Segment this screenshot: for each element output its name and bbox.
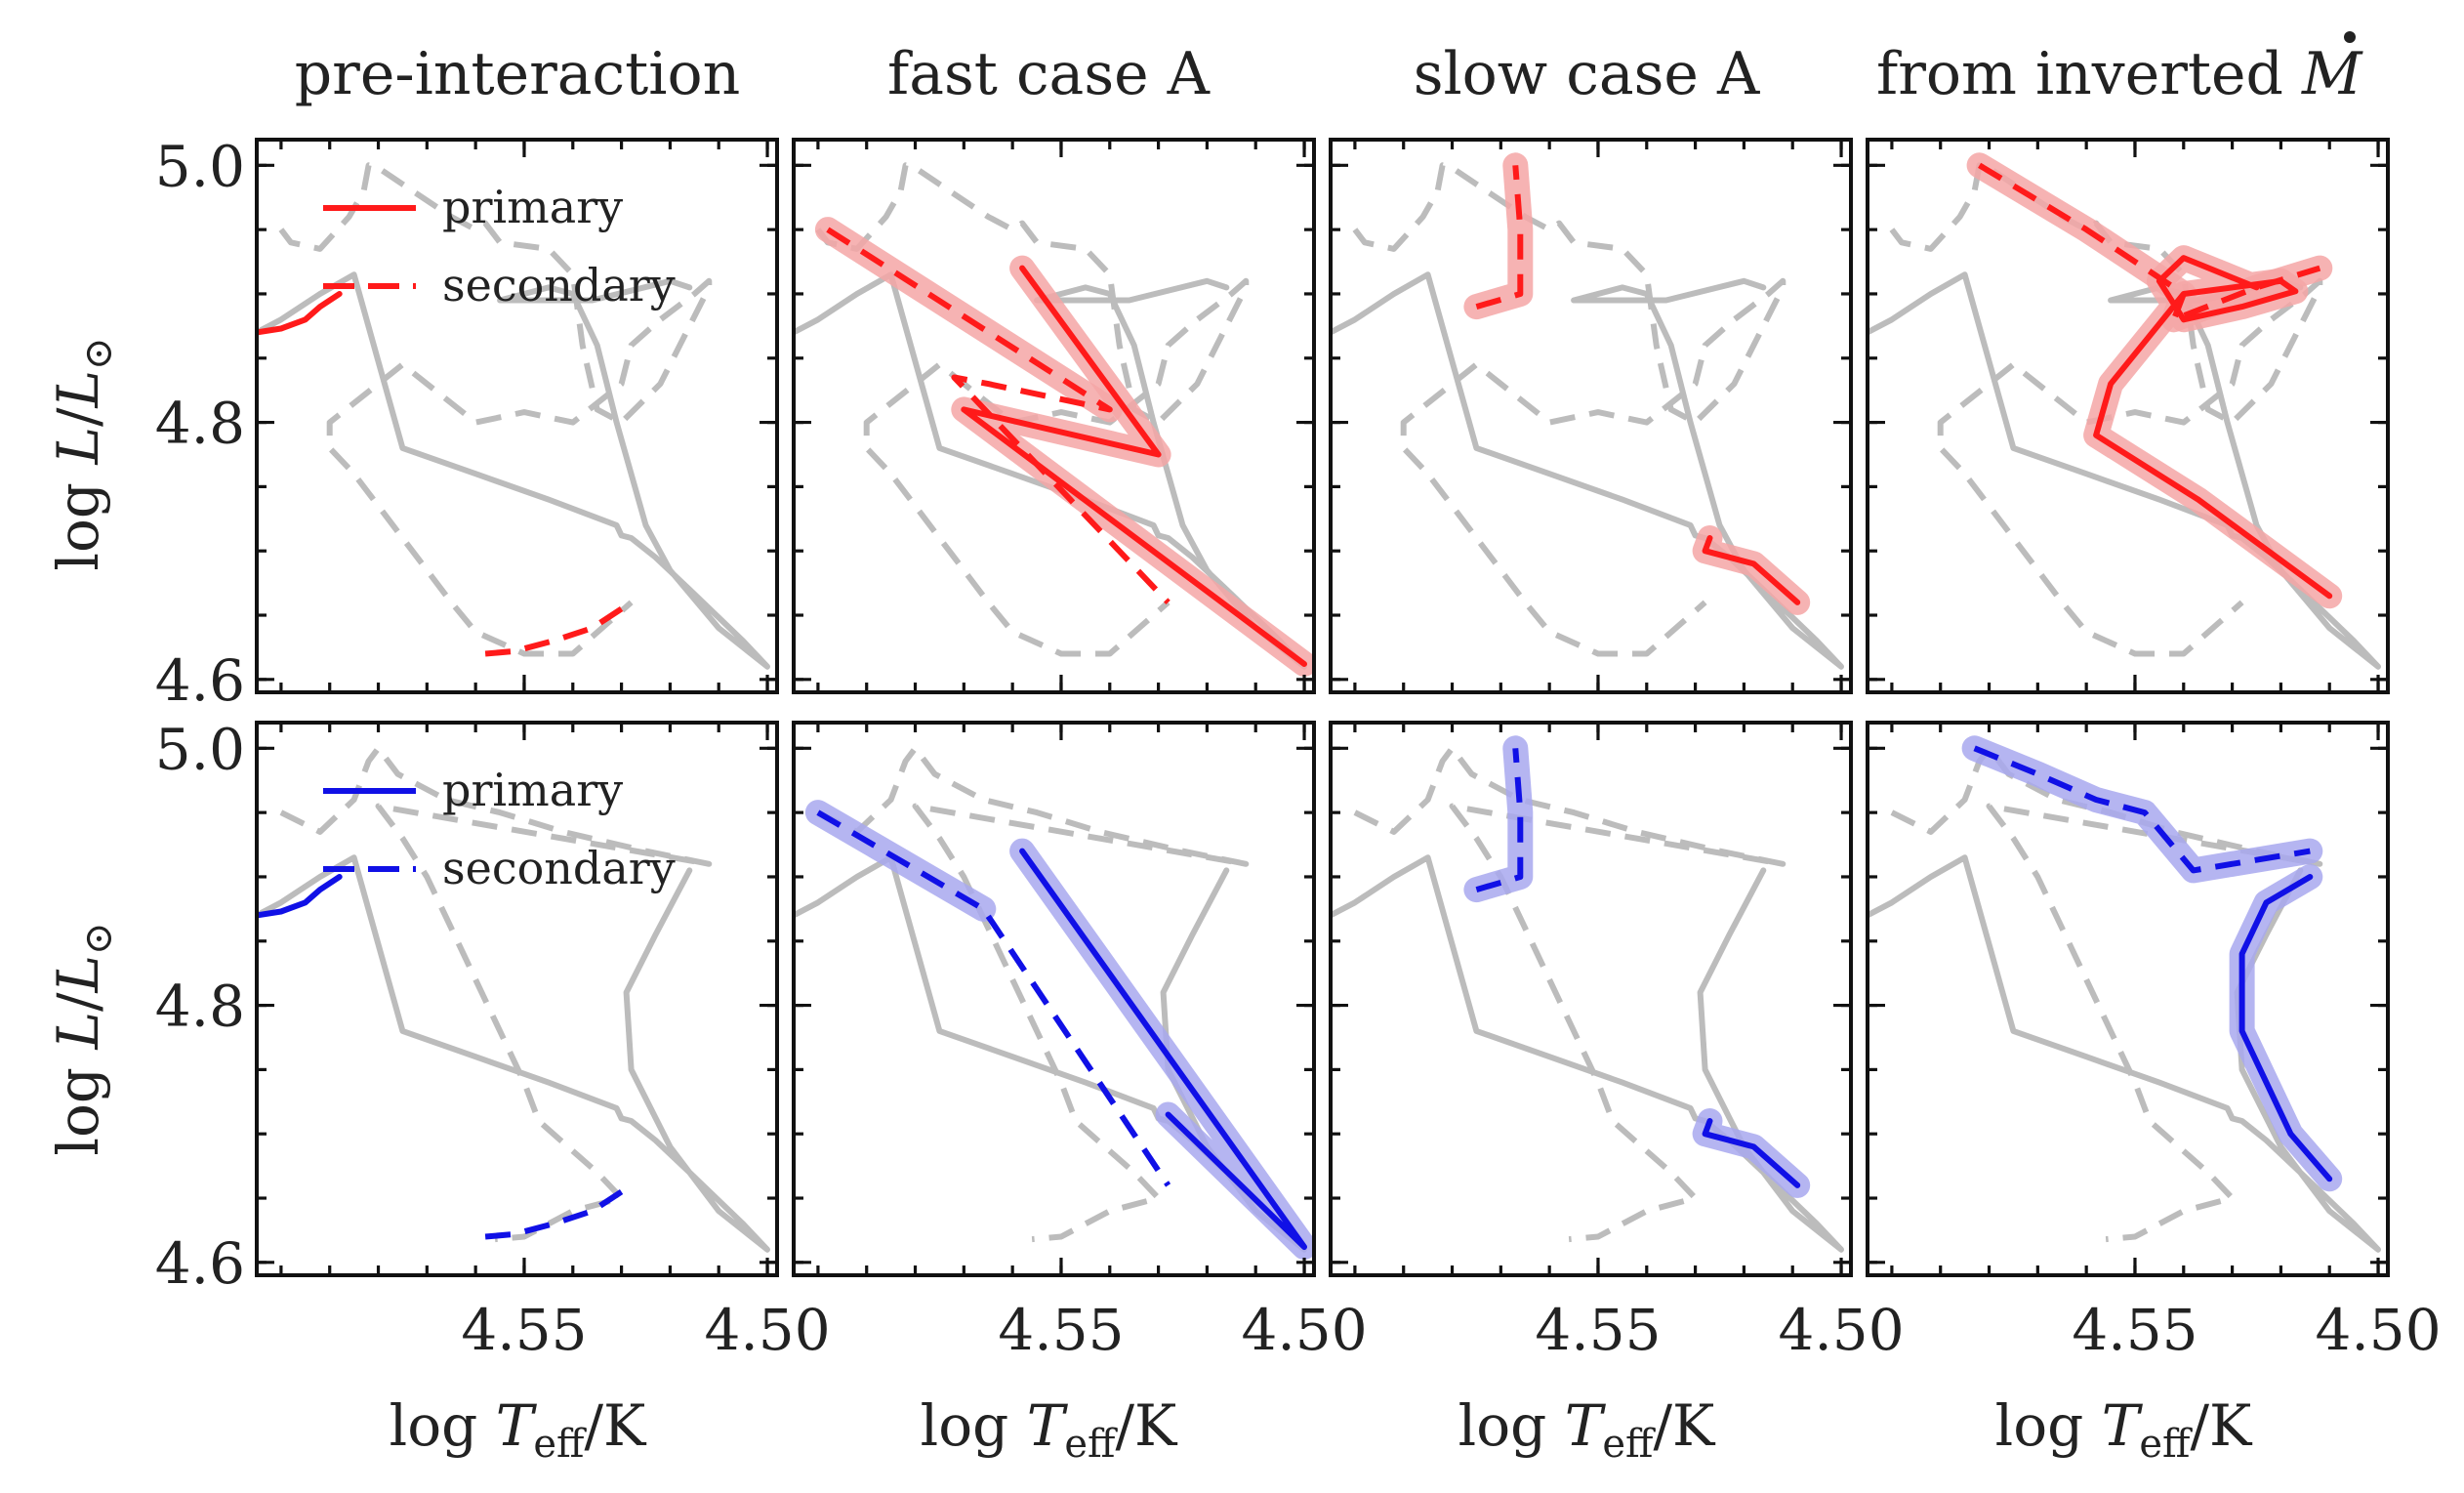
legend-label-primary: primary xyxy=(442,764,623,816)
secondary-track xyxy=(1475,165,1524,310)
x-axis-label-2: log Teff/K xyxy=(921,1392,1178,1467)
panel-frame xyxy=(792,138,1316,694)
background-track-secondary xyxy=(816,745,1250,1243)
secondary-track xyxy=(816,809,1171,1187)
panel-r2-c1: 4.6 4.8 5.0 4.55 4.50 primary secondary xyxy=(155,716,831,1363)
secondary-track xyxy=(1475,748,1524,892)
secondary-track xyxy=(1973,745,2311,874)
panel-r1-c1: 4.6 4.8 5.0 primary secondary xyxy=(155,133,779,714)
panel-r2-c3: 4.55 4.50 xyxy=(1329,721,1905,1363)
panel-frame xyxy=(1866,138,2390,694)
panel-plot-area xyxy=(794,745,1314,1260)
background-track-primary xyxy=(1868,854,2381,1253)
secondary-track xyxy=(484,1182,634,1240)
column-title-2: fast case A xyxy=(887,40,1211,108)
highlight-halo-secondary xyxy=(1463,152,1534,320)
legend-label-secondary: secondary xyxy=(442,259,676,311)
y-axis-label-top: log L/L⊙ xyxy=(45,337,121,570)
x-tick-label: 4.55 xyxy=(2072,1297,2197,1363)
panel-plot-area xyxy=(1331,735,1844,1253)
x-tick-label: 4.50 xyxy=(2315,1297,2441,1363)
secondary-track xyxy=(484,600,634,657)
panel-r1-c2 xyxy=(792,138,1316,694)
background-track-secondary xyxy=(1889,162,2323,657)
y-tick-label: 4.6 xyxy=(155,647,245,714)
primary-track xyxy=(1702,535,1801,605)
primary-track xyxy=(1019,848,1307,1250)
x-axis-label-3: log Teff/K xyxy=(1458,1392,1716,1467)
background-track-secondary xyxy=(1353,745,1786,1243)
panel-plot-area xyxy=(1868,735,2381,1253)
panel-frame xyxy=(792,721,1316,1277)
x-tick-label: 4.55 xyxy=(1535,1297,1661,1363)
panel-plot-area xyxy=(257,162,770,670)
y-tick-label: 5.0 xyxy=(155,133,245,199)
x-tick-label: 4.50 xyxy=(1241,1297,1367,1363)
panel-plot-area xyxy=(257,745,770,1253)
column-title-1: pre-interaction xyxy=(295,40,740,108)
x-tick-label: 4.50 xyxy=(1778,1297,1904,1363)
panel-plot-area xyxy=(794,162,1314,677)
background-track-secondary xyxy=(815,162,1250,657)
x-tick-label: 4.50 xyxy=(704,1297,830,1363)
primary-track xyxy=(961,265,1307,667)
panel-r1-c3 xyxy=(1329,138,1853,694)
primary-track xyxy=(257,874,343,919)
x-tick-label: 4.55 xyxy=(998,1297,1124,1363)
secondary-track xyxy=(1978,162,2321,323)
y-axis-label-bottom: log L/L⊙ xyxy=(45,922,121,1155)
legend: primary secondary xyxy=(323,181,676,311)
y-axis-label-text: log L/L⊙ xyxy=(45,922,121,1155)
y-tick-label: 5.0 xyxy=(155,716,245,782)
panel-r2-c4: 4.55 4.50 xyxy=(1866,721,2442,1363)
y-tick-label: 4.8 xyxy=(155,391,245,457)
panel-frame xyxy=(1329,138,1853,694)
panel-frame xyxy=(1866,721,2390,1277)
mdot-dot xyxy=(2344,31,2356,43)
panel-plot-area xyxy=(1868,152,2381,670)
column-title-3: slow case A xyxy=(1414,40,1760,108)
panel-frame xyxy=(255,138,779,694)
panel-r2-c2: 4.55 4.50 xyxy=(792,721,1368,1363)
secondary-track xyxy=(826,227,1170,604)
legend: primary secondary xyxy=(323,764,676,894)
y-tick-label: 4.6 xyxy=(155,1230,245,1297)
panel-frame xyxy=(255,721,779,1277)
primary-track xyxy=(2238,874,2333,1182)
highlight-halo-secondary xyxy=(1463,735,1534,903)
background-track-primary xyxy=(257,854,770,1253)
x-axis-label-1: log Teff/K xyxy=(390,1392,647,1467)
background-track-secondary xyxy=(279,745,713,1243)
legend-label-secondary: secondary xyxy=(442,842,676,894)
background-track-secondary xyxy=(278,162,713,657)
highlight-halo-primary xyxy=(951,255,1314,677)
background-track-secondary xyxy=(1352,162,1786,657)
background-track-primary xyxy=(257,271,770,670)
background-track-primary xyxy=(1331,271,1844,670)
x-tick-label: 4.55 xyxy=(461,1297,587,1363)
legend-label-primary: primary xyxy=(442,181,623,233)
panel-r1-c4 xyxy=(1866,138,2390,694)
column-title-4-text: from inverted M xyxy=(1876,40,2363,108)
background-track-secondary xyxy=(1890,745,2323,1243)
background-track-primary xyxy=(1868,271,2381,670)
column-title-4: from inverted M xyxy=(1876,31,2363,108)
primary-track xyxy=(257,291,343,336)
y-tick-label: 4.8 xyxy=(155,974,245,1040)
primary-track xyxy=(1702,1118,1801,1188)
x-axis-label-4: log Teff/K xyxy=(1995,1392,2253,1467)
y-axis-label-text: log L/L⊙ xyxy=(45,337,121,570)
panel-plot-area xyxy=(1331,152,1844,670)
panel-frame xyxy=(1329,721,1853,1277)
